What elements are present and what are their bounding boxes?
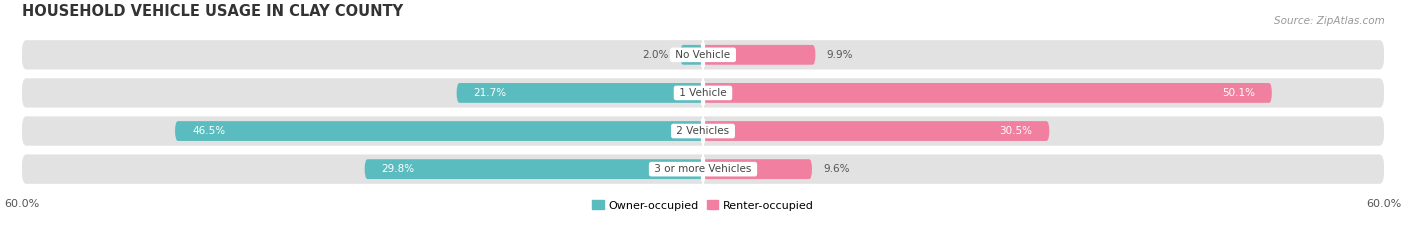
FancyBboxPatch shape bbox=[457, 83, 703, 103]
Text: 9.6%: 9.6% bbox=[824, 164, 849, 174]
FancyBboxPatch shape bbox=[21, 78, 1385, 108]
Text: 2 Vehicles: 2 Vehicles bbox=[673, 126, 733, 136]
Text: 50.1%: 50.1% bbox=[1222, 88, 1254, 98]
FancyBboxPatch shape bbox=[703, 83, 1272, 103]
Text: 3 or more Vehicles: 3 or more Vehicles bbox=[651, 164, 755, 174]
Text: 30.5%: 30.5% bbox=[1000, 126, 1032, 136]
FancyBboxPatch shape bbox=[703, 45, 815, 65]
FancyBboxPatch shape bbox=[703, 121, 1049, 141]
FancyBboxPatch shape bbox=[681, 45, 703, 65]
FancyBboxPatch shape bbox=[364, 159, 703, 179]
FancyBboxPatch shape bbox=[21, 154, 1385, 184]
FancyBboxPatch shape bbox=[176, 121, 703, 141]
Text: 29.8%: 29.8% bbox=[381, 164, 415, 174]
Text: 9.9%: 9.9% bbox=[827, 50, 853, 60]
Text: 1 Vehicle: 1 Vehicle bbox=[676, 88, 730, 98]
Text: 21.7%: 21.7% bbox=[474, 88, 506, 98]
FancyBboxPatch shape bbox=[703, 159, 813, 179]
FancyBboxPatch shape bbox=[21, 40, 1385, 69]
Text: Source: ZipAtlas.com: Source: ZipAtlas.com bbox=[1274, 16, 1385, 26]
Text: No Vehicle: No Vehicle bbox=[672, 50, 734, 60]
Legend: Owner-occupied, Renter-occupied: Owner-occupied, Renter-occupied bbox=[588, 196, 818, 215]
FancyBboxPatch shape bbox=[21, 116, 1385, 146]
Text: 2.0%: 2.0% bbox=[643, 50, 669, 60]
Text: HOUSEHOLD VEHICLE USAGE IN CLAY COUNTY: HOUSEHOLD VEHICLE USAGE IN CLAY COUNTY bbox=[21, 4, 404, 19]
Text: 46.5%: 46.5% bbox=[193, 126, 225, 136]
